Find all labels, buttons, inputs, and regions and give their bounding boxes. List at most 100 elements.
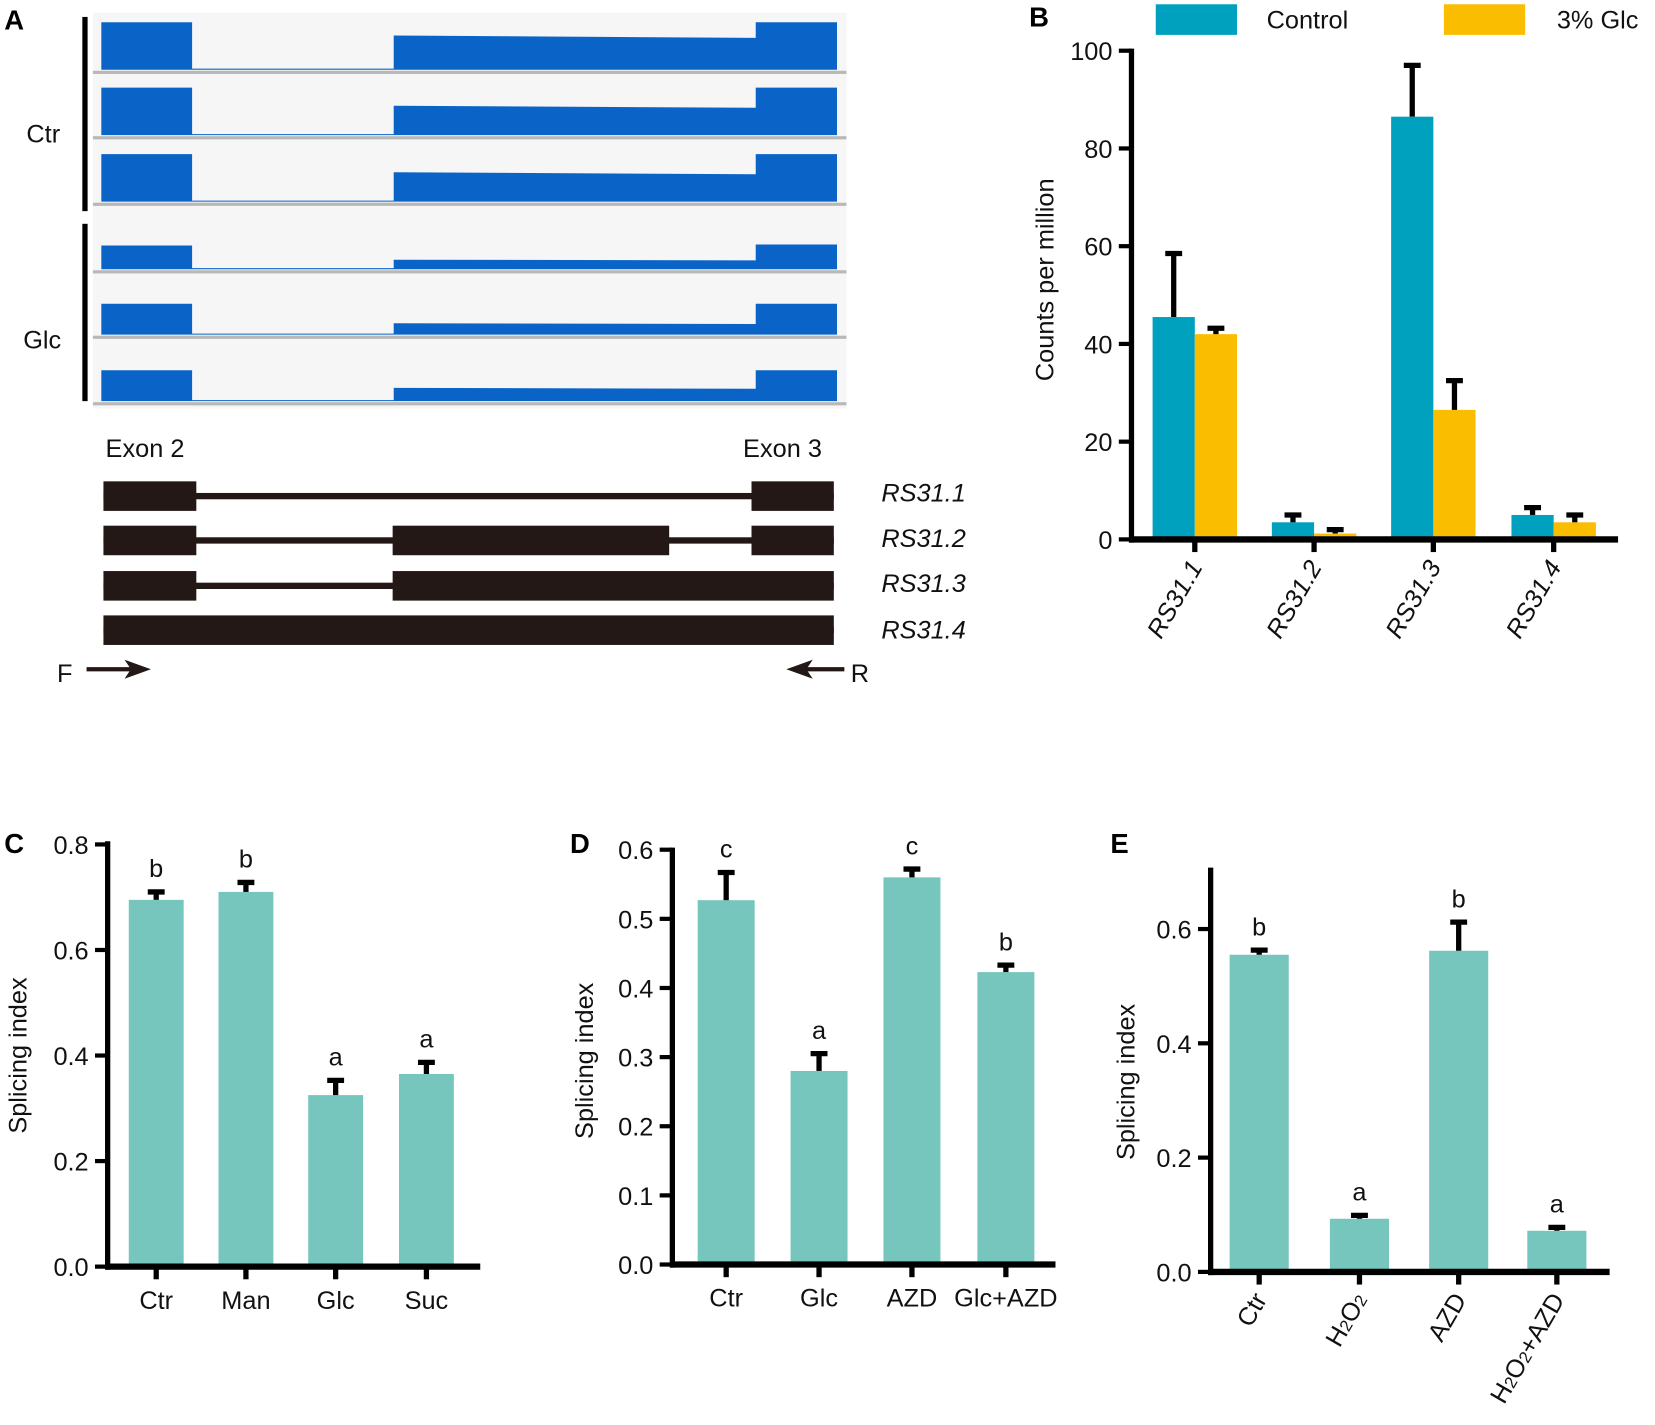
y-tick-label: 0.6 [618,837,653,865]
y-tick-label: 0.1 [618,1183,653,1211]
coverage-tracks [92,22,847,406]
significance-letter: c [720,836,733,864]
significance-letter: a [419,1026,434,1054]
y-tick-label: 0.4 [1156,1031,1191,1059]
y-tick-label: 0.2 [618,1114,653,1142]
y-tick-label: 0 [1098,527,1112,555]
y-tick-label: 100 [1070,38,1112,66]
y-axis-label: Splicing index [1113,1003,1141,1160]
x-tick-label: Glc [317,1287,355,1315]
y-axis-label: Splicing index [571,982,599,1139]
bar [1152,317,1195,540]
exon-block [103,615,834,645]
y-tick-label: 20 [1084,429,1112,457]
bar [398,1074,454,1267]
significance-letter: a [1352,1179,1367,1207]
y-tick-label: 0.4 [53,1043,88,1071]
coverage-track [101,154,837,202]
panel-c-label: C [4,828,24,859]
y-tick-label: 80 [1084,136,1112,164]
bar [1553,522,1596,540]
exon2-label: Exon 2 [106,435,185,463]
exon-block [103,525,197,556]
reverse-arrow-icon [786,659,845,679]
significance-letter: a [1550,1191,1565,1219]
x-tick-label: H2O2 [1320,1288,1373,1351]
x-tick-label: H2O2+AZD [1485,1288,1570,1408]
significance-letter: a [812,1017,827,1045]
track-divider [92,136,847,140]
x-tick-label: Glc+AZD [954,1285,1057,1313]
coverage-track [101,22,837,70]
isoform-label: RS31.2 [881,525,965,553]
x-tick-label: Ctr [1232,1288,1273,1332]
y-tick-label: 0.3 [618,1045,653,1073]
chart-d: c Ctr a Glc c AZD b Glc+AZD 0.0 0.1 0.2 0.3 0.4 0.5 0.… [618,832,1057,1312]
bar [1527,1230,1587,1272]
primer-r-label: R [851,660,869,688]
x-tick-label: Glc [800,1285,838,1313]
y-tick-label: 0.6 [1156,917,1191,945]
y-tick-label: 0.0 [618,1252,653,1280]
y-tick-label: 0.4 [618,975,653,1003]
x-tick-label: Ctr [709,1285,743,1313]
y-tick-label: 0.8 [53,832,88,860]
x-tick-label: Ctr [139,1287,173,1315]
x-tick-label: RS31.1 [1142,556,1208,643]
panel-e: E Splicing index b Ctr a H2O2 b AZD a H2O2+AZD 0… [1110,828,1610,1408]
y-tick-label: 0.2 [53,1149,88,1177]
x-tick-label: RS31.3 [1380,556,1446,643]
y-tick-label: 0.5 [618,906,653,934]
track-divider [92,202,847,206]
exon-block [392,525,670,556]
x-tick-label: Man [221,1287,270,1315]
legend-label-control: Control [1267,7,1349,35]
track-background [92,12,847,409]
chart-e: b Ctr a H2O2 b AZD a H2O2+AZD 0.0 0.2 0.4 0.6 [1156,867,1610,1408]
panel-d: D Splicing index c Ctr a Glc c AZD b Glc+AZD 0.0… [570,828,1058,1313]
bar [697,900,755,1265]
panel-a: A Ctr Glc Exon 2 Exon 3 RS31.1 RS31.2 RS… [4,5,966,688]
x-tick-label: RS31.4 [1501,556,1567,643]
track-divider [92,335,847,339]
y-tick-label: 40 [1084,331,1112,359]
significance-letter: b [239,846,253,874]
x-tick-label: RS31.2 [1261,556,1327,643]
bar [218,891,274,1267]
track-divider [92,402,847,406]
bar [1229,954,1289,1272]
group-label-ctr: Ctr [26,121,60,149]
bar [1511,514,1554,540]
significance-letter: a [329,1044,344,1072]
bar [790,1070,848,1265]
y-axis-label: Counts per million [1031,178,1059,381]
bar [1194,334,1238,540]
y-tick-label: 0.2 [1156,1145,1191,1173]
panel-b: B Control 3% Glc Counts per million RS31… [1029,1,1638,643]
y-tick-label: 0.0 [53,1254,88,1282]
ctr-group-bar [82,16,88,212]
y-tick-label: 0.6 [53,937,88,965]
bar [1391,116,1434,540]
panel-d-label: D [570,828,590,859]
x-tick-label: Suc [405,1287,449,1315]
forward-arrow-icon [86,659,151,679]
y-tick-label: 60 [1084,234,1112,262]
significance-letter: b [149,855,163,883]
legend-label-glc: 3% Glc [1557,7,1639,35]
panel-b-label: B [1029,1,1049,32]
exon-block [751,481,834,511]
panel-e-label: E [1110,828,1128,859]
coverage-track [101,303,837,335]
exon-block [392,571,834,601]
bar [1271,522,1315,540]
bar [977,972,1035,1265]
isoform-label: RS31.1 [881,479,965,507]
chart-b: RS31.1 RS31.2 RS31.3 RS31.4 0 20 40 60 80 100 [1070,38,1619,643]
exon-block [103,481,197,511]
exon-block [103,571,197,601]
significance-letter: b [1252,913,1266,941]
bar [128,899,184,1267]
bar [883,877,941,1265]
